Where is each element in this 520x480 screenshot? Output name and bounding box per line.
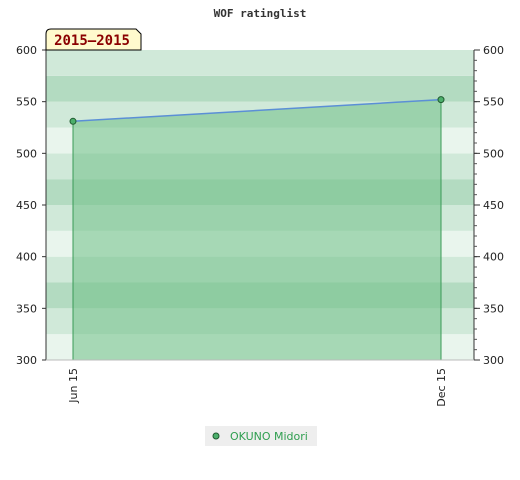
series-line [72,98,442,123]
chart-title: WOF ratinglist [214,7,307,20]
period-label-box: 2015—2015 [45,28,142,51]
data-point [69,117,77,125]
period-label: 2015—2015 [54,33,130,49]
y-axis-left-labels: 300 350 400 450 500 550 600 [16,44,37,367]
legend-item-label: OKUNO Midori [230,430,308,443]
y-tick-label-left: 300 [16,354,37,367]
y-tick-label-right: 400 [483,251,504,264]
y-tick-label-right: 300 [483,354,504,367]
y-tick-label-right: 450 [483,199,504,212]
y-tick-label-left: 600 [16,44,37,57]
y-tick-label-left: 450 [16,199,37,212]
axes [42,49,480,361]
legend-background [205,426,317,446]
area-fill [72,99,442,360]
background-band [46,75,474,102]
data-point [437,96,445,104]
y-tick-label-left: 550 [16,96,37,109]
y-tick-label-right: 500 [483,147,504,160]
period-label-background [45,28,142,51]
y-tick-label-right: 350 [483,302,504,315]
background-band [46,50,474,76]
y-tick-label-right: 600 [483,44,504,57]
y-tick-label-right: 550 [483,96,504,109]
y-tick-label-left: 500 [16,147,37,160]
y-axis-right-labels: 300 350 400 450 500 550 600 [483,44,504,367]
series-area [73,99,441,360]
legend-marker [212,432,220,440]
x-tick-label: Jun 15 [67,368,80,404]
y-tick-label-left: 400 [16,251,37,264]
legend: OKUNO Midori [205,426,317,446]
y-tick-label-left: 350 [16,302,37,315]
x-axis-labels: Jun 15 Dec 15 [67,368,448,407]
x-tick-label: Dec 15 [435,368,448,407]
series-layer [69,96,445,125]
